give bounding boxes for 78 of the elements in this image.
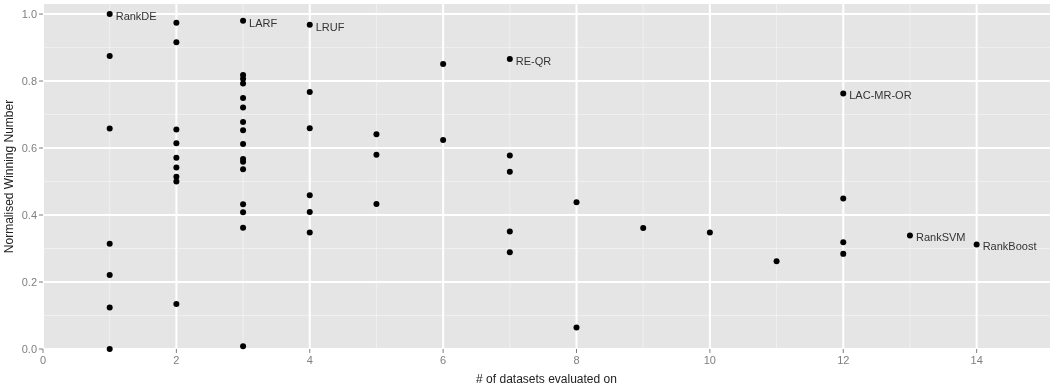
point	[240, 95, 247, 102]
point	[173, 140, 180, 147]
y-tick-label: 0.8	[21, 75, 37, 88]
point	[173, 154, 180, 161]
x-tick-label: 4	[306, 354, 313, 366]
annotation: RE-QR	[515, 54, 552, 67]
point	[240, 166, 247, 173]
point	[306, 229, 313, 236]
point	[240, 224, 247, 231]
y-tick-label: 0.0	[21, 343, 37, 355]
x-axis-title: # of datasets evaluated on	[476, 372, 617, 386]
point	[240, 141, 247, 148]
x-tick-label: 10	[703, 354, 717, 366]
point	[240, 127, 247, 134]
point	[506, 228, 513, 235]
point	[240, 343, 247, 350]
point	[106, 52, 113, 59]
x-tick-label: 12	[837, 354, 850, 366]
point	[840, 195, 847, 202]
point	[373, 200, 380, 207]
x-tick-label: 2	[173, 354, 180, 366]
y-tick-label: 0.6	[21, 142, 37, 155]
point	[840, 250, 847, 257]
point	[240, 17, 247, 24]
annotation: RankDE	[115, 10, 157, 23]
point	[506, 55, 513, 62]
y-tick-label: 0.2	[21, 276, 37, 289]
point	[173, 126, 180, 133]
annotation: LRUF	[315, 20, 345, 33]
point	[173, 164, 180, 171]
point	[840, 239, 847, 246]
point	[173, 19, 180, 26]
point	[173, 39, 180, 46]
point	[773, 258, 780, 265]
y-tick-label: 1.0	[21, 8, 37, 21]
x-tick-label: 8	[573, 354, 580, 366]
point	[506, 152, 513, 159]
point	[106, 240, 113, 247]
point	[573, 324, 580, 331]
y-axis-title: Normalised Winning Number	[2, 99, 16, 254]
point	[173, 301, 180, 308]
point	[440, 60, 447, 67]
annotation: RankSVM	[915, 231, 966, 244]
point	[306, 21, 313, 28]
point	[306, 192, 313, 199]
point	[706, 229, 713, 236]
point	[840, 90, 847, 97]
point	[640, 225, 647, 232]
point	[240, 209, 247, 216]
x-tick-label: 6	[440, 354, 447, 366]
point	[506, 249, 513, 256]
point	[306, 209, 313, 216]
point	[373, 131, 380, 138]
point	[906, 232, 913, 239]
point	[106, 11, 113, 18]
point	[240, 118, 247, 125]
x-tick-label: 14	[970, 354, 983, 366]
point	[240, 80, 247, 87]
point	[573, 199, 580, 206]
point	[506, 168, 513, 175]
point	[106, 304, 113, 311]
point	[373, 151, 380, 158]
annotation: RankBoost	[982, 240, 1037, 253]
point	[173, 173, 180, 180]
annotation: LAC-MR-OR	[849, 89, 912, 102]
x-tick-label: 0	[39, 354, 47, 366]
y-tick-label: 0.4	[21, 209, 37, 222]
point	[106, 346, 113, 352]
point	[173, 178, 180, 185]
point	[440, 136, 447, 143]
point	[240, 104, 247, 111]
point	[973, 241, 980, 248]
point	[106, 271, 113, 278]
point	[240, 201, 247, 208]
point	[306, 125, 313, 132]
point	[306, 89, 313, 96]
annotation: LARF	[249, 16, 278, 29]
point	[106, 125, 113, 132]
